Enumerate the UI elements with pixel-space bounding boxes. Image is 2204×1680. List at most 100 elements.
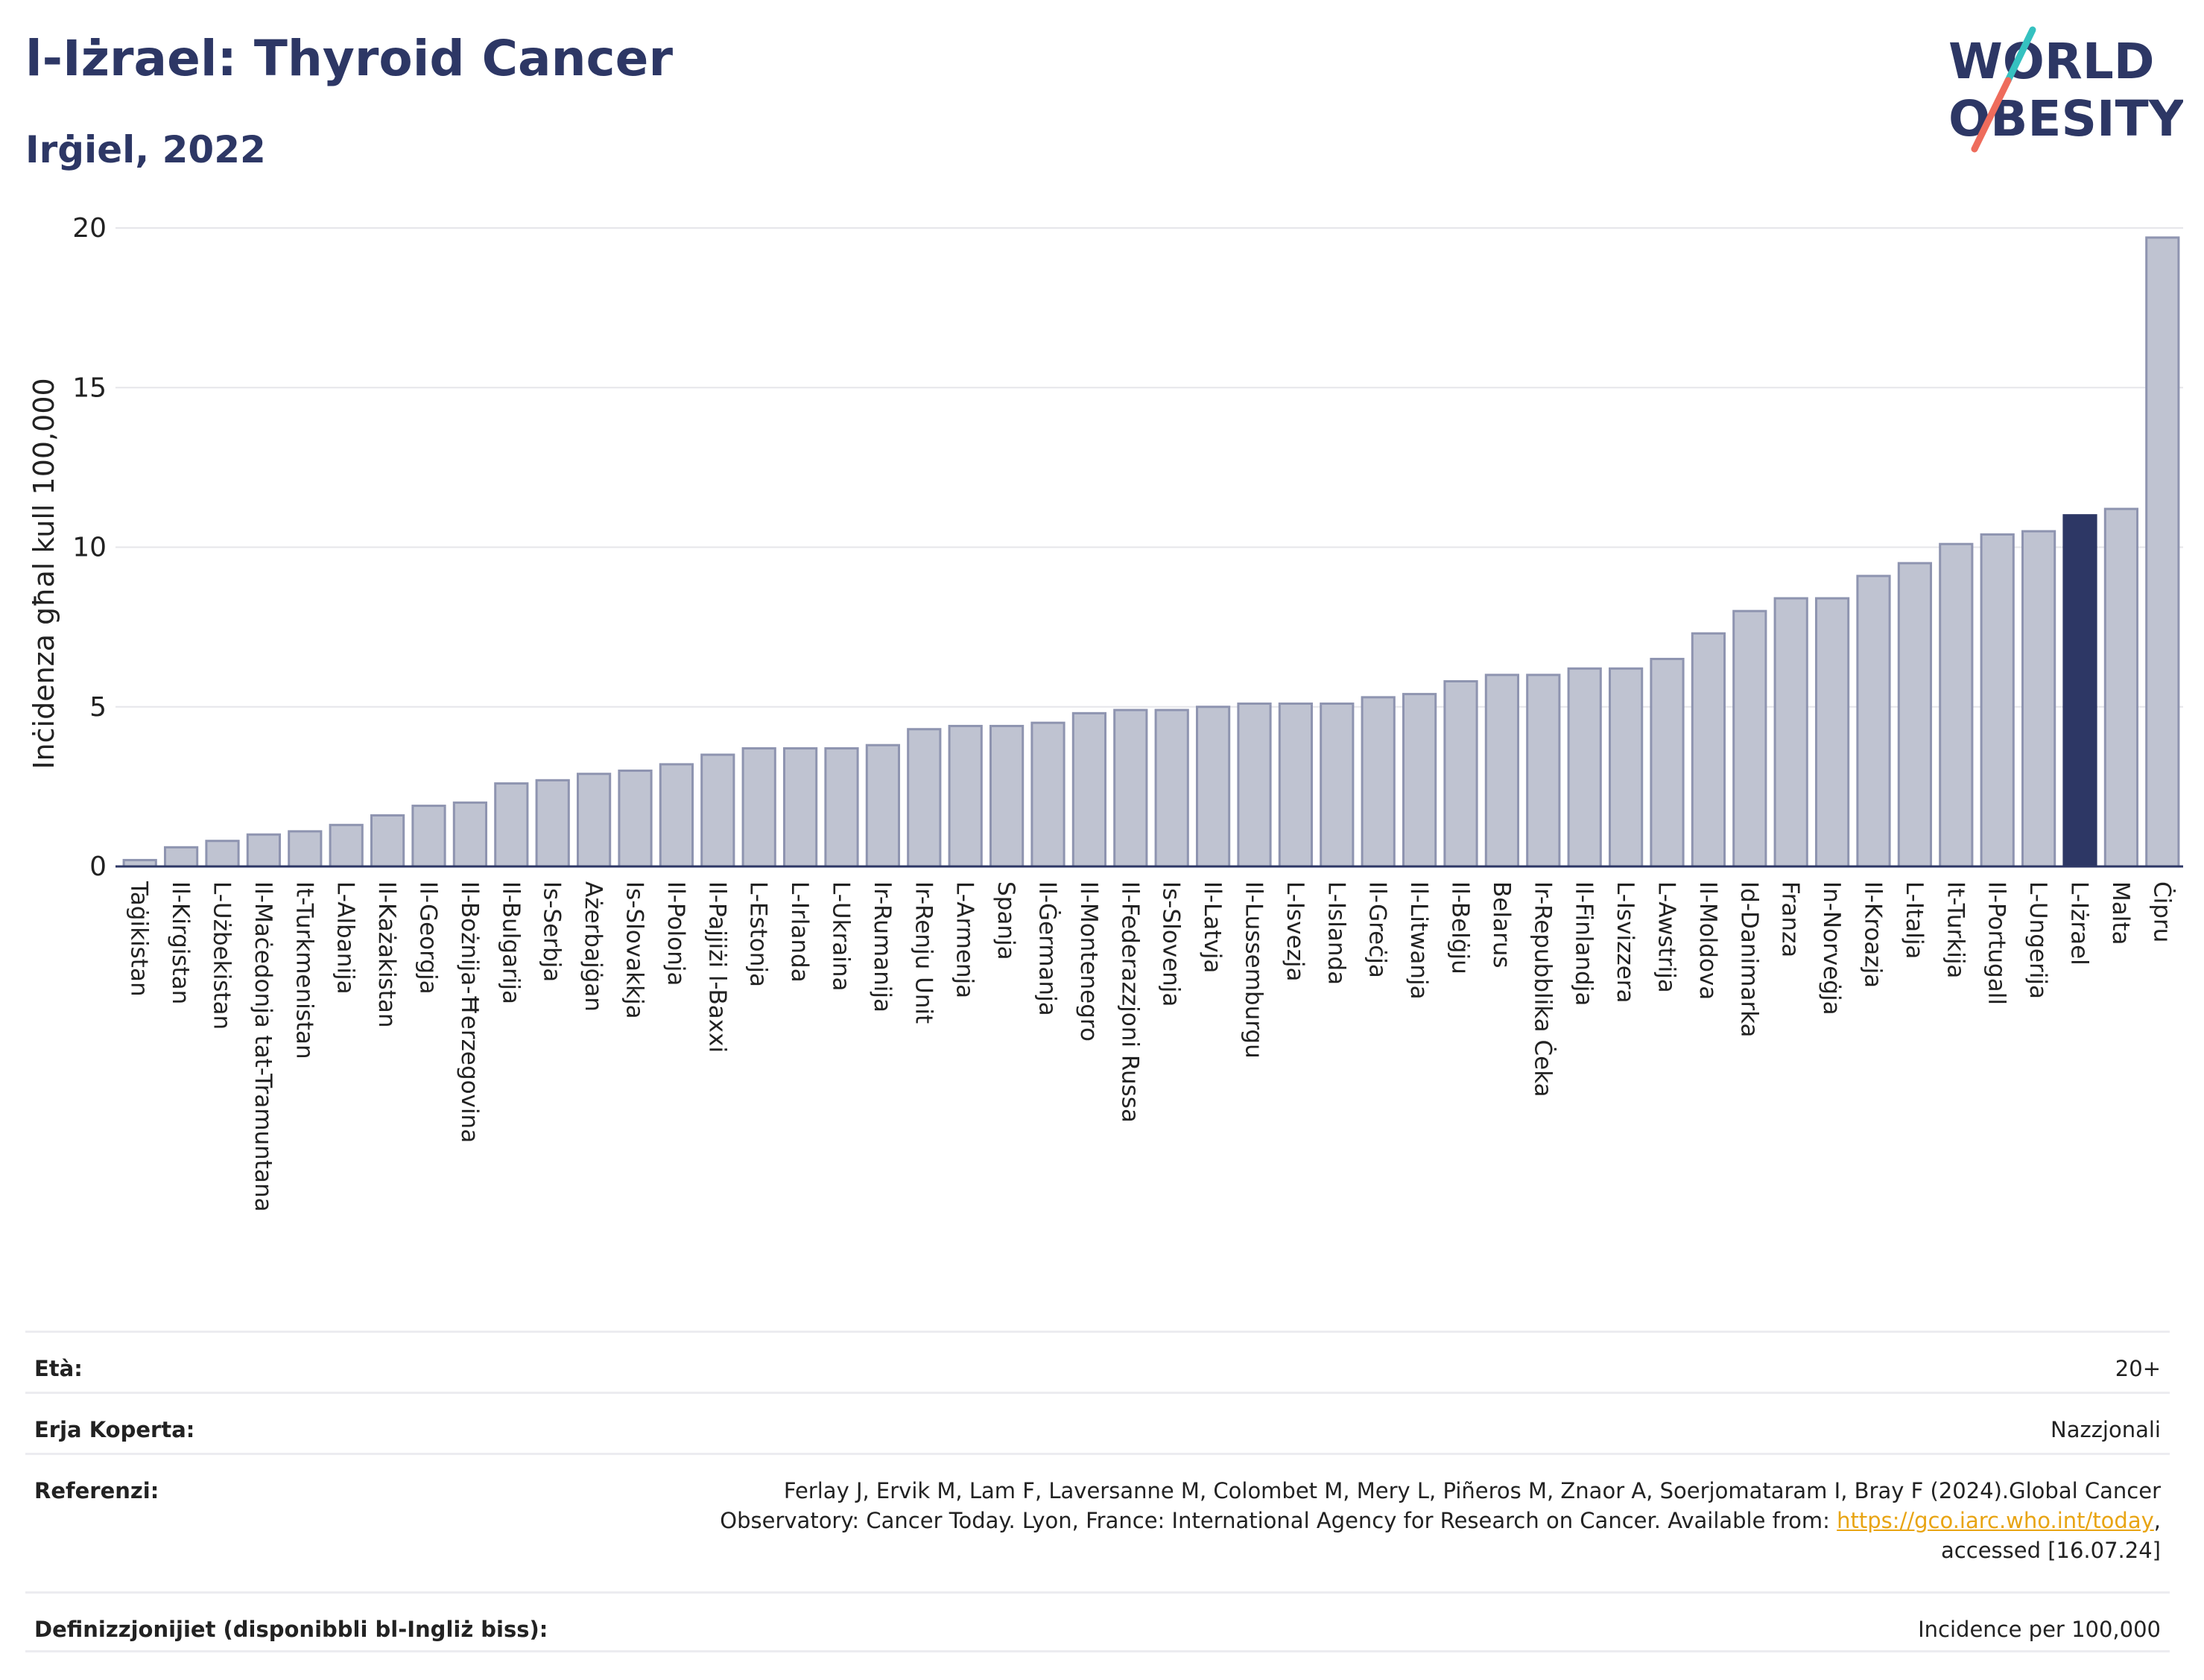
x-tick-label: It-Turkija bbox=[1942, 881, 1969, 978]
x-axis-labels: Taġikistan Il-Kirgistan L-Użbekistan Il-Maċ… bbox=[126, 881, 2176, 1212]
bar bbox=[370, 814, 405, 868]
bar bbox=[1567, 667, 1602, 868]
bar bbox=[1154, 709, 1189, 868]
x-tick-label: Il-Ġermanja bbox=[1034, 881, 1062, 1016]
bar bbox=[948, 724, 983, 868]
x-tick-label: Ir-Renju Unit bbox=[910, 881, 937, 1024]
x-tick-label: L-Ukraina bbox=[828, 881, 855, 992]
bar bbox=[782, 747, 818, 868]
x-tick-label: Ażerbajġan bbox=[580, 881, 607, 1012]
definitions-value: Incidence per 100,000 bbox=[1918, 1617, 2161, 1642]
bar bbox=[1856, 574, 1891, 868]
bar bbox=[1071, 711, 1107, 868]
meta-row-references: Referenzi: Ferlay J, Ervik M, Lam F, Lav… bbox=[25, 1453, 2170, 1591]
x-tick-label: L-Isvizzera bbox=[1612, 881, 1638, 1004]
x-tick-label: Il-Maċedonja tat-Tramuntana bbox=[250, 881, 276, 1212]
bar bbox=[1030, 721, 1065, 868]
metadata-table: Età: 20+ Erja Koperta: Nazzjonali Refere… bbox=[25, 1331, 2170, 1652]
bar bbox=[1650, 657, 1685, 868]
x-tick-label: Il-Bożnija-Ħerzegovina bbox=[456, 881, 483, 1143]
reference-line-3: accessed [16.07.24] bbox=[1941, 1538, 2161, 1563]
bar bbox=[494, 782, 529, 868]
bar bbox=[288, 830, 323, 868]
bar bbox=[205, 840, 240, 868]
y-tick-label: 0 bbox=[89, 852, 107, 882]
y-tick-label: 5 bbox=[89, 692, 107, 723]
bar bbox=[741, 747, 776, 868]
bar bbox=[535, 779, 570, 868]
references-label: Referenzi: bbox=[34, 1478, 159, 1503]
bar bbox=[1608, 667, 1644, 868]
x-tick-label: Belarus bbox=[1488, 881, 1515, 969]
bar bbox=[1939, 542, 1974, 868]
x-tick-label: L-Użbekistan bbox=[209, 881, 235, 1030]
y-tick-label: 15 bbox=[72, 373, 107, 403]
x-tick-label: Il-Latvja bbox=[1199, 881, 1226, 973]
bars bbox=[115, 236, 2183, 868]
x-tick-label: Ir-Rumanija bbox=[869, 881, 896, 1012]
x-tick-label: Is-Serbja bbox=[539, 881, 566, 982]
chart-subtitle: Irġiel, 2022 bbox=[25, 128, 266, 171]
x-tick-label: Il-Portugall bbox=[1983, 881, 2010, 1005]
x-tick-label: L-Albanija bbox=[332, 881, 359, 995]
bar bbox=[1320, 702, 1355, 868]
x-tick-label: Ċipru bbox=[2148, 881, 2176, 942]
x-tick-label: Il-Greċja bbox=[1364, 881, 1391, 978]
bar bbox=[1113, 709, 1148, 868]
world-obesity-logo: WORLD OBESITY bbox=[1948, 26, 2183, 153]
bar bbox=[1897, 562, 1933, 868]
x-tick-label: Malta bbox=[2107, 881, 2134, 945]
definitions-label: Definizzjonijiet (disponibbli bl-Ingliż … bbox=[34, 1617, 548, 1642]
bar bbox=[659, 763, 694, 868]
x-tick-label: L-Awstrija bbox=[1653, 881, 1680, 993]
bar bbox=[1980, 533, 2015, 868]
reference-link[interactable]: https://gco.iarc.who.int/today bbox=[1837, 1508, 2154, 1533]
x-tick-label: Il-Kroazja bbox=[1860, 881, 1887, 988]
bar bbox=[618, 769, 653, 868]
bar bbox=[1526, 673, 1561, 868]
reference-comma: , bbox=[2153, 1508, 2161, 1533]
x-tick-label: L-Irlanda bbox=[786, 881, 813, 983]
area-label: Erja Koperta: bbox=[34, 1417, 195, 1442]
bar bbox=[2062, 514, 2097, 868]
y-axis-ticks: 0 5 10 15 20 bbox=[72, 213, 107, 882]
age-label: Età: bbox=[34, 1356, 83, 1381]
bar bbox=[576, 773, 612, 868]
x-tick-label: Is-Slovenja bbox=[1158, 881, 1185, 1007]
bar bbox=[2103, 507, 2139, 868]
y-tick-label: 20 bbox=[72, 213, 107, 244]
x-tick-label: Il-Moldova bbox=[1694, 881, 1721, 1000]
x-tick-label: L-Armenja bbox=[951, 881, 978, 998]
y-tick-label: 10 bbox=[72, 533, 107, 563]
meta-row-area: Erja Koperta: Nazzjonali bbox=[25, 1392, 2170, 1453]
bar bbox=[163, 846, 199, 868]
x-tick-label: Il-Litwanja bbox=[1405, 881, 1432, 1000]
bar bbox=[824, 747, 859, 868]
x-tick-label: L-Italja bbox=[1901, 881, 1928, 959]
x-tick-label: Il-Lussemburgu bbox=[1241, 881, 1267, 1059]
bar bbox=[989, 724, 1025, 868]
bar bbox=[865, 744, 901, 868]
bar bbox=[1484, 673, 1520, 868]
bar bbox=[1773, 597, 1808, 868]
meta-row-definitions: Definizzjonijiet (disponibbli bl-Ingliż … bbox=[25, 1591, 2170, 1652]
bar bbox=[2021, 530, 2056, 868]
reference-line-1: Ferlay J, Ervik M, Lam F, Laversanne M, … bbox=[783, 1478, 2161, 1503]
x-tick-label: Il-Georgja bbox=[415, 881, 442, 995]
x-tick-label: Franza bbox=[1777, 881, 1804, 957]
bar bbox=[1814, 597, 1850, 868]
chart-title: l-Iżrael: Thyroid Cancer bbox=[25, 30, 673, 87]
x-tick-label: Id-Danimarka bbox=[1735, 881, 1762, 1037]
x-tick-label: Il-Finlandja bbox=[1571, 881, 1597, 1006]
bar bbox=[1402, 693, 1437, 868]
x-tick-label: It-Turkmenistan bbox=[291, 881, 317, 1059]
x-tick-label: L-Estonja bbox=[745, 881, 772, 987]
x-tick-label: Ir-Repubblika Ċeka bbox=[1529, 881, 1557, 1097]
y-axis-label: Inċidenza għal kull 100,000 bbox=[28, 378, 60, 769]
x-tick-label: L-Islanda bbox=[1323, 881, 1349, 985]
bar bbox=[2145, 236, 2180, 868]
x-tick-label: L-Iżrael bbox=[2066, 881, 2093, 966]
age-value: 20+ bbox=[2115, 1356, 2161, 1381]
bar bbox=[700, 753, 735, 868]
bar bbox=[411, 805, 446, 868]
